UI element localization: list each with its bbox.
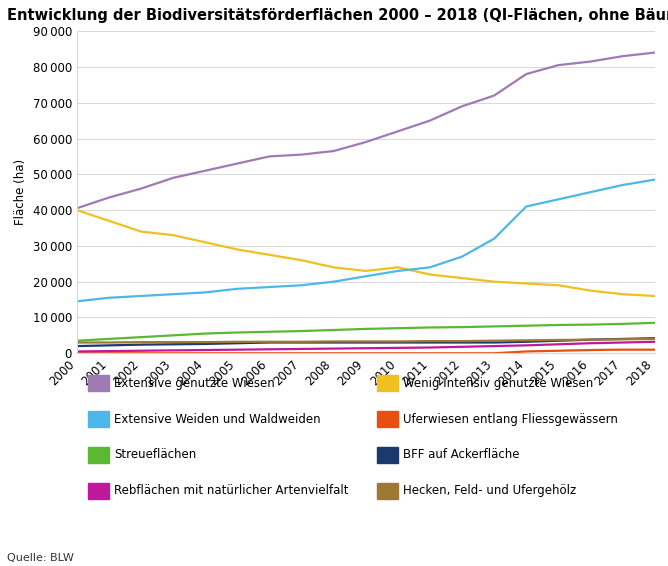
Bar: [88, 447, 109, 463]
Text: Uferwiesen entlang Fliessgewässern: Uferwiesen entlang Fliessgewässern: [403, 413, 618, 426]
Y-axis label: Fläche (ha): Fläche (ha): [14, 159, 27, 225]
Text: Rebflächen mit natürlicher Artenvielfalt: Rebflächen mit natürlicher Artenvielfalt: [114, 484, 349, 497]
Text: Extensive genutzte Wiesen: Extensive genutzte Wiesen: [114, 377, 275, 390]
Text: Quelle: BLW: Quelle: BLW: [7, 553, 73, 563]
Bar: [377, 375, 397, 391]
Bar: [377, 483, 397, 499]
Text: Entwicklung der Biodiversitätsförderflächen 2000 – 2018 (QI-Flächen, ohne Bäume): Entwicklung der Biodiversitätsförderfläc…: [7, 8, 668, 24]
Text: BFF auf Ackerfläche: BFF auf Ackerfläche: [403, 448, 520, 461]
Bar: [88, 375, 109, 391]
Text: Extensive Weiden und Waldweiden: Extensive Weiden und Waldweiden: [114, 413, 321, 426]
Bar: [377, 411, 397, 427]
Bar: [88, 483, 109, 499]
Text: Streueflächen: Streueflächen: [114, 448, 196, 461]
Text: Wenig intensiv genutzte Wiesen: Wenig intensiv genutzte Wiesen: [403, 377, 594, 390]
Bar: [377, 447, 397, 463]
Bar: [88, 411, 109, 427]
Text: Hecken, Feld- und Ufergehölz: Hecken, Feld- und Ufergehölz: [403, 484, 576, 497]
